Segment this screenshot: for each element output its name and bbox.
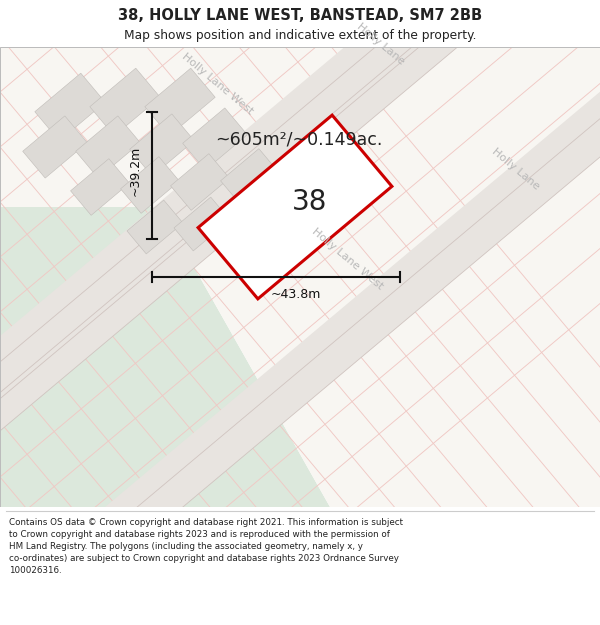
Text: 38, HOLLY LANE WEST, BANSTEAD, SM7 2BB: 38, HOLLY LANE WEST, BANSTEAD, SM7 2BB xyxy=(118,9,482,24)
Polygon shape xyxy=(76,116,140,178)
Polygon shape xyxy=(0,207,330,507)
Polygon shape xyxy=(35,73,105,141)
Text: ~605m²/~0.149ac.: ~605m²/~0.149ac. xyxy=(215,130,382,148)
Text: Holly Lane West: Holly Lane West xyxy=(180,52,255,117)
Text: Holly Lane: Holly Lane xyxy=(355,22,406,67)
Polygon shape xyxy=(170,154,229,211)
Polygon shape xyxy=(220,192,276,246)
Polygon shape xyxy=(0,35,600,625)
Text: Contains OS data © Crown copyright and database right 2021. This information is : Contains OS data © Crown copyright and d… xyxy=(9,518,403,575)
Polygon shape xyxy=(0,0,600,482)
Polygon shape xyxy=(198,115,392,299)
Polygon shape xyxy=(145,68,215,136)
Polygon shape xyxy=(174,197,230,251)
Text: ~39.2m: ~39.2m xyxy=(128,146,142,196)
Polygon shape xyxy=(90,68,160,136)
Polygon shape xyxy=(23,116,88,178)
Polygon shape xyxy=(0,0,600,515)
Polygon shape xyxy=(121,157,179,213)
Text: ~43.8m: ~43.8m xyxy=(271,289,321,301)
Text: Holly Lane: Holly Lane xyxy=(490,147,541,192)
Polygon shape xyxy=(221,149,280,206)
Polygon shape xyxy=(0,47,600,507)
Polygon shape xyxy=(127,200,183,254)
Text: 38: 38 xyxy=(292,188,328,216)
Polygon shape xyxy=(182,108,247,170)
Text: Holly Lane West: Holly Lane West xyxy=(310,227,385,292)
Polygon shape xyxy=(71,159,130,216)
Polygon shape xyxy=(267,185,323,239)
Polygon shape xyxy=(130,114,194,176)
Polygon shape xyxy=(500,427,600,507)
Text: Map shows position and indicative extent of the property.: Map shows position and indicative extent… xyxy=(124,29,476,42)
